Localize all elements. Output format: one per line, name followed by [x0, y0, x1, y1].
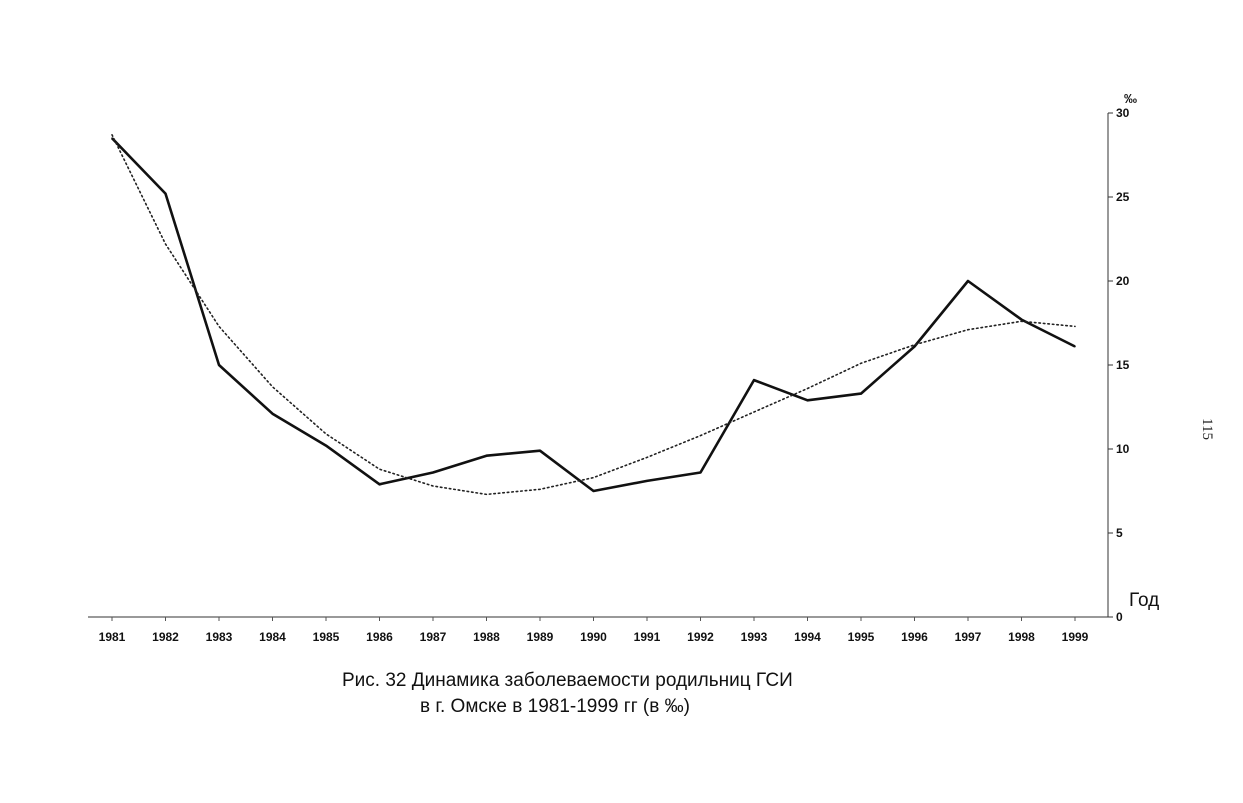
data-point [592, 490, 595, 492]
y-tick-label: 25 [1116, 190, 1130, 204]
data-point [111, 137, 113, 139]
y-tick-labels: 0 5 10 15 20 25 30 [1116, 106, 1130, 624]
trend-line [111, 134, 1076, 496]
x-tick-label: 1998 [1008, 630, 1035, 644]
data-point [646, 480, 648, 482]
x-tick-label: 1990 [580, 630, 607, 644]
y-axis-unit-label: ‰ [1124, 91, 1137, 106]
data-point [485, 454, 488, 457]
data-point [913, 345, 916, 348]
x-tick-label: 1996 [901, 630, 928, 644]
data-point [967, 280, 969, 282]
y-tick-label: 30 [1116, 106, 1130, 120]
x-tick-label: 1999 [1062, 630, 1089, 644]
x-tick-label: 1997 [955, 630, 982, 644]
data-line [111, 137, 1076, 493]
y-tick-label: 0 [1116, 610, 1123, 624]
x-tick-label: 1994 [794, 630, 821, 644]
data-point [1020, 318, 1023, 321]
x-tick-label: 1982 [152, 630, 179, 644]
y-tick-label: 10 [1116, 442, 1130, 456]
x-tick-label: 1991 [634, 630, 661, 644]
x-tick-label: 1993 [741, 630, 768, 644]
data-point [806, 399, 809, 402]
x-tick-label: 1981 [99, 630, 126, 644]
figure-caption-line-1: Рис. 32 Динамика заболеваемости родильни… [342, 670, 793, 691]
x-tick-label: 1987 [420, 630, 447, 644]
x-tick-label: 1986 [366, 630, 393, 644]
data-point [539, 449, 541, 452]
data-point [432, 471, 434, 474]
y-tick-label: 20 [1116, 274, 1130, 288]
y-tick-label: 15 [1116, 358, 1130, 372]
x-tick-label: 1984 [259, 630, 286, 644]
data-point [325, 444, 327, 447]
axes [88, 112, 1113, 621]
data-point [378, 483, 381, 486]
data-point [164, 192, 167, 195]
data-point [860, 392, 862, 395]
data-point [753, 379, 755, 381]
x-tick-label: 1988 [473, 630, 500, 644]
x-tick-labels: 1981 1982 1983 1984 1985 1986 1987 1988 1989 1990… [99, 630, 1089, 644]
x-tick-label: 1985 [313, 630, 340, 644]
x-tick-label: 1992 [687, 630, 714, 644]
series-group [111, 134, 1076, 496]
x-tick-label: 1995 [848, 630, 875, 644]
data-point [699, 471, 702, 474]
x-tick-label: 1989 [527, 630, 554, 644]
data-point [1074, 345, 1076, 348]
y-tick-label: 5 [1116, 526, 1123, 540]
x-tick-label: 1983 [206, 630, 233, 644]
x-axis-title: Год [1129, 590, 1159, 611]
data-point [271, 412, 274, 415]
data-point [218, 364, 220, 366]
page-number: 115 [1199, 418, 1215, 440]
figure-caption-line-2: в г. Омске в 1981-1999 гг (в ‰) [420, 696, 690, 717]
